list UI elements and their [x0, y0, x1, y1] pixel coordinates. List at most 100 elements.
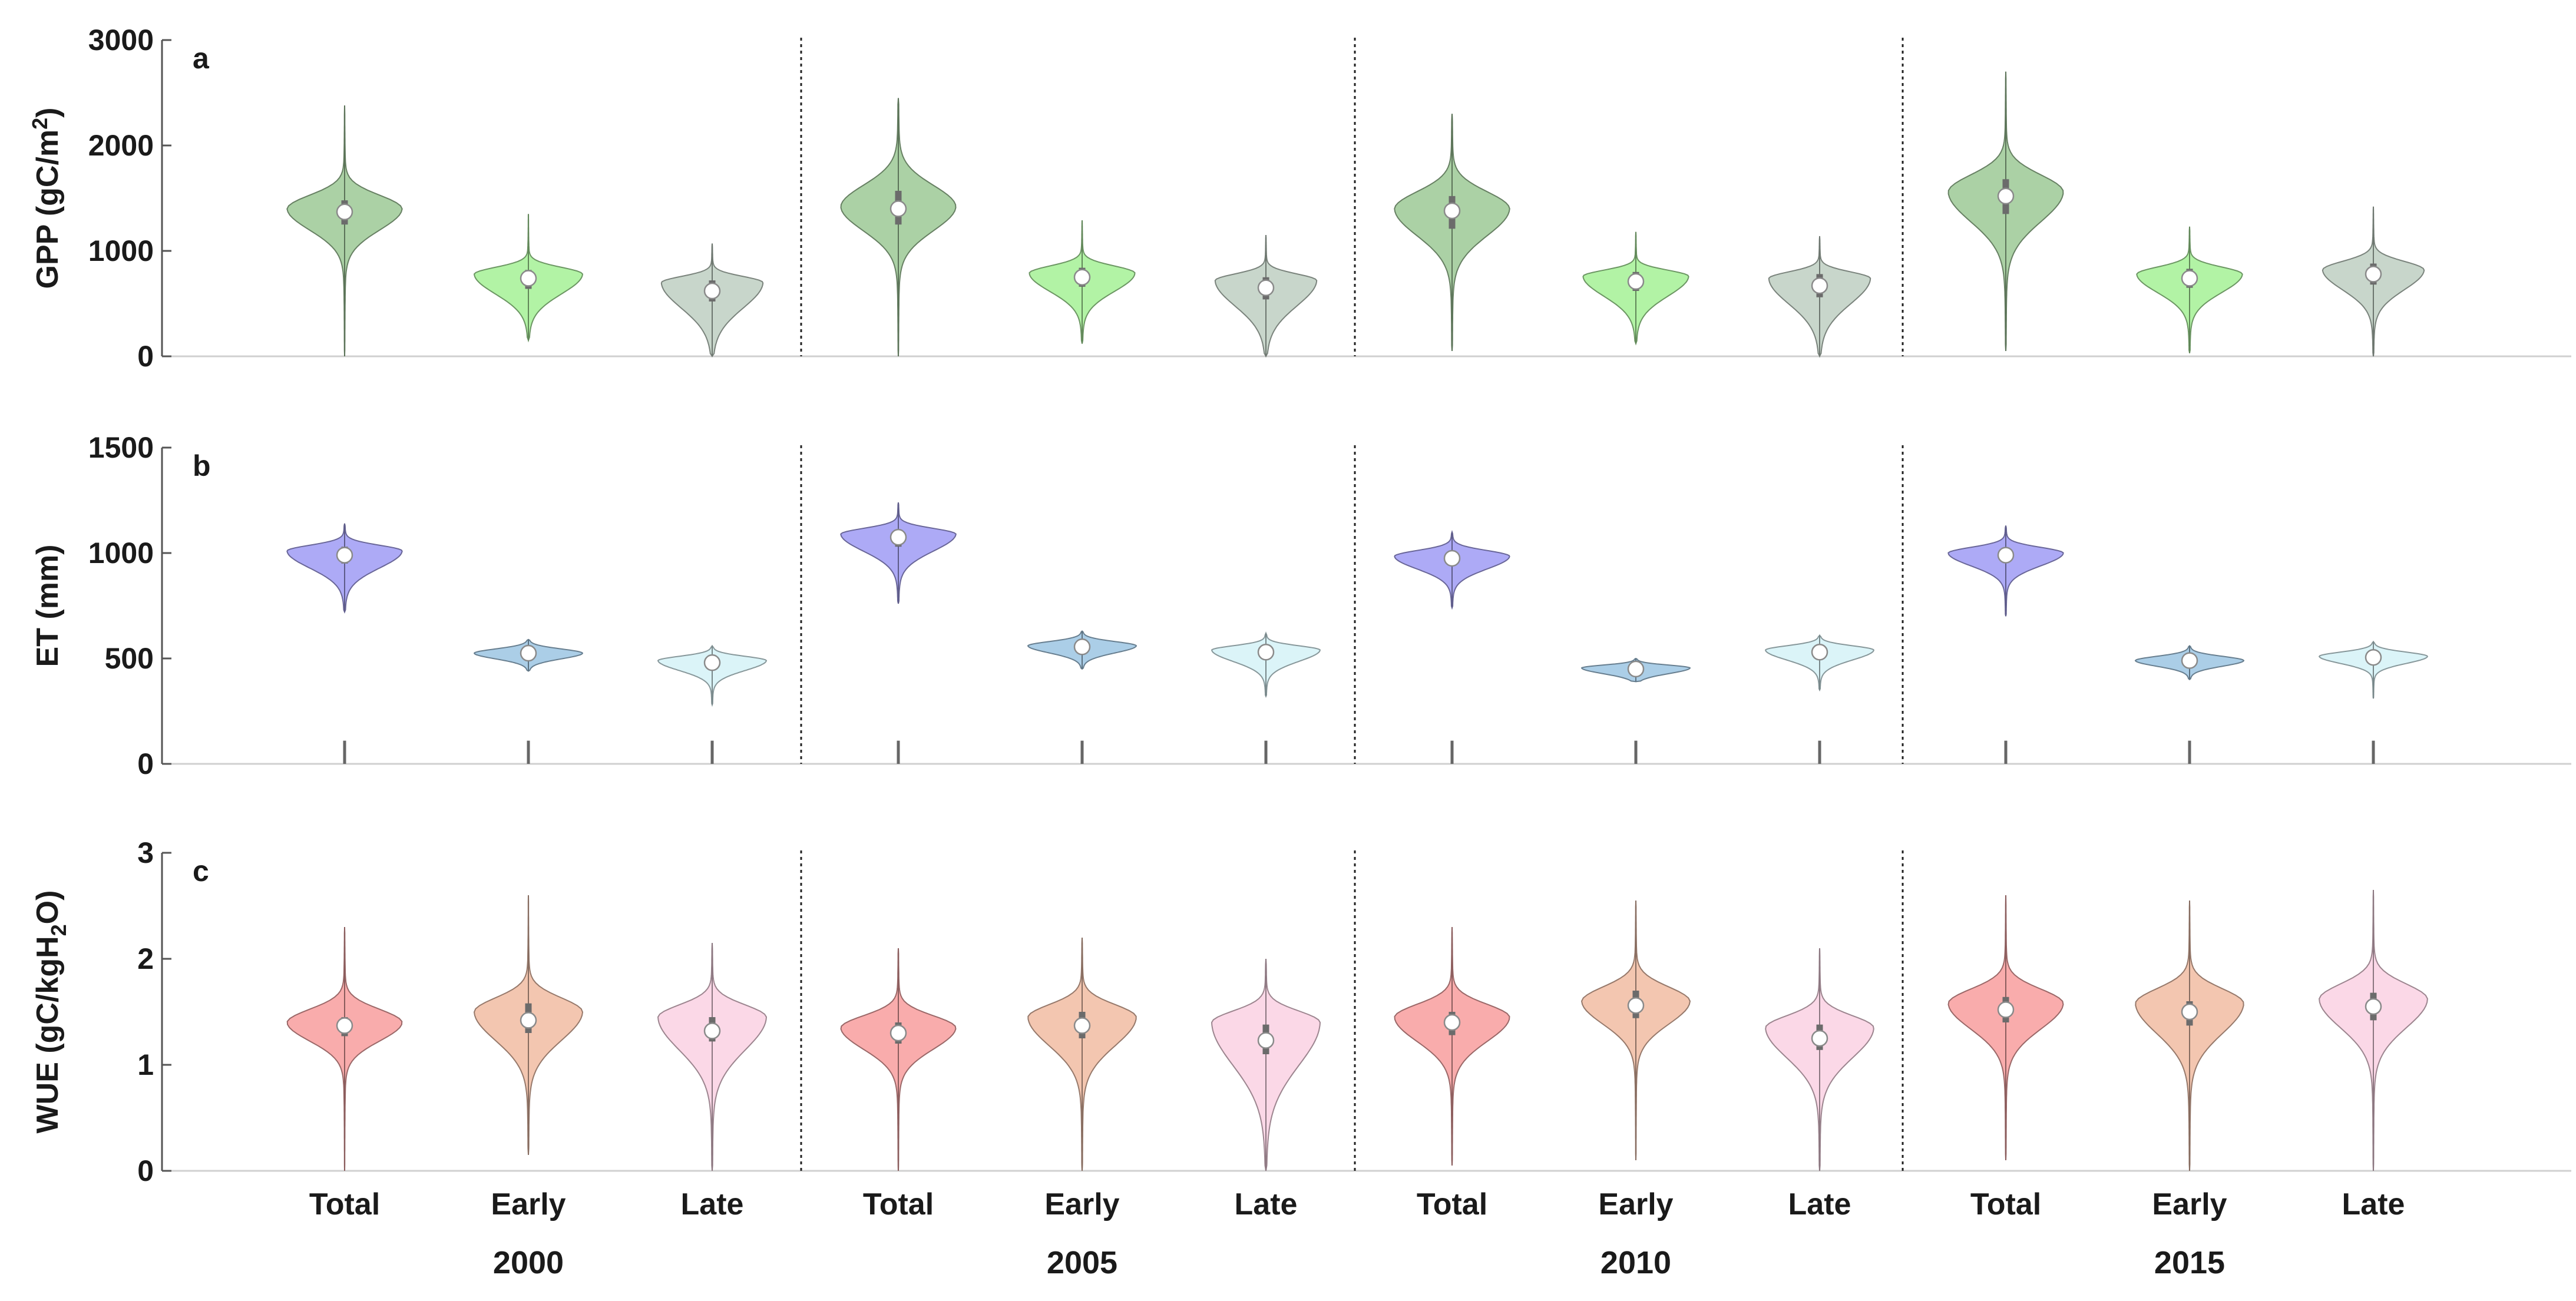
- violin-median-dot: [1811, 1029, 1828, 1047]
- y-tick-label: 0: [137, 340, 154, 373]
- violin-2015-late: [2318, 640, 2429, 764]
- violin-2010-early: [1580, 657, 1691, 764]
- violin-median-dot: [520, 270, 537, 287]
- violin-2000-late: [657, 942, 768, 1171]
- violin-2015-early: [2134, 645, 2245, 764]
- violin-median-dot: [2181, 652, 2198, 669]
- violin-2000-total: [286, 105, 403, 357]
- violin-2015-late: [2322, 206, 2425, 357]
- violin-median-dot: [2181, 1003, 2198, 1021]
- violin-median-dot: [1627, 273, 1645, 290]
- violin-median-dot: [1443, 202, 1461, 220]
- violin-median-dot: [1997, 547, 2015, 564]
- violin-median-dot: [889, 1024, 907, 1042]
- category-label-late: Late: [2342, 1187, 2405, 1221]
- y-tick-label: 2000: [88, 129, 154, 162]
- violin-2010-late: [1765, 948, 1874, 1171]
- category-label-late: Late: [1235, 1187, 1298, 1221]
- violin-median-dot: [1627, 997, 1645, 1014]
- violin-median-dot: [336, 203, 353, 221]
- y-axis-title: ET (mm): [31, 545, 65, 667]
- y-tick-label: 0: [137, 747, 154, 780]
- panel-letter: c: [193, 855, 209, 888]
- violin-median-dot: [520, 644, 537, 662]
- category-label-total: Total: [309, 1187, 380, 1221]
- violin-2000-early: [473, 214, 584, 343]
- category-label-early: Early: [491, 1187, 566, 1221]
- panel-a: 0 1000 2000 3000 a GPP (gC/m2): [28, 24, 2571, 373]
- violin-2015-total: [1947, 525, 2064, 764]
- y-tick-label: 2: [137, 942, 154, 975]
- year-label-2000: 2000: [493, 1245, 564, 1280]
- violin-median-dot: [1443, 1014, 1461, 1031]
- violin-2005-total: [840, 98, 957, 357]
- violin-median-dot: [1257, 644, 1275, 661]
- violin-median-dot: [703, 1022, 721, 1040]
- violin-median-dot: [336, 547, 353, 564]
- violin-median-dot: [1257, 1032, 1275, 1049]
- violin-2000-late: [660, 243, 764, 357]
- category-label-late: Late: [681, 1187, 744, 1221]
- year-label-2010: 2010: [1601, 1245, 1671, 1280]
- y-tick-label: 3: [137, 836, 154, 869]
- year-label-2015: 2015: [2154, 1245, 2225, 1280]
- violin-median-dot: [520, 1012, 537, 1029]
- violin-median-dot: [703, 654, 721, 671]
- violin-2005-early: [1027, 937, 1137, 1171]
- violin-2005-late: [1211, 631, 1321, 764]
- y-tick-label: 0: [137, 1154, 154, 1187]
- violin-median-dot: [1627, 660, 1645, 678]
- violin-median-dot: [1073, 638, 1091, 656]
- violin-median-dot: [889, 528, 907, 546]
- violin-median-dot: [1997, 187, 2015, 205]
- violin-2005-total: [840, 502, 957, 764]
- violin-2010-total: [1394, 114, 1510, 352]
- violin-median-dot: [2365, 998, 2382, 1015]
- violin-2010-early: [1580, 900, 1691, 1161]
- violin-median-dot: [1073, 269, 1091, 286]
- category-label-early: Early: [2152, 1187, 2227, 1221]
- y-tick-label: 3000: [88, 24, 154, 57]
- violin-median-dot: [1443, 549, 1461, 567]
- category-label-early: Early: [1598, 1187, 1673, 1221]
- violin-median-dot: [1997, 1001, 2015, 1018]
- violin-2000-total: [286, 926, 403, 1171]
- violin-2005-total: [840, 948, 957, 1171]
- violin-2015-total: [1947, 895, 2064, 1161]
- category-label-early: Early: [1044, 1187, 1119, 1221]
- violin-median-dot: [336, 1017, 353, 1034]
- y-tick-label: 1000: [88, 537, 154, 570]
- y-tick-label: 1: [137, 1048, 154, 1081]
- violin-2005-early: [1027, 630, 1137, 764]
- violin-median-dot: [2181, 270, 2198, 287]
- category-label-total: Total: [863, 1187, 934, 1221]
- violin-median-dot: [1257, 279, 1275, 296]
- violin-2000-early: [473, 638, 584, 764]
- y-tick-label: 1000: [88, 234, 154, 267]
- violin-median-dot: [1811, 277, 1828, 294]
- violin-2000-late: [657, 644, 768, 764]
- violin-2000-early: [473, 895, 584, 1156]
- violin-median-dot: [2365, 266, 2382, 283]
- violin-2010-total: [1394, 926, 1510, 1166]
- violin-2015-early: [2135, 900, 2244, 1171]
- violin-median-dot: [1811, 644, 1828, 661]
- violin-2005-late: [1214, 235, 1318, 358]
- panel-letter: a: [193, 42, 210, 75]
- y-axis-title: WUE (gC/kgH2O): [31, 890, 71, 1134]
- category-label-total: Total: [1417, 1187, 1487, 1221]
- violin-2005-early: [1029, 220, 1136, 344]
- violin-2015-early: [2136, 226, 2243, 353]
- category-label-total: Total: [1970, 1187, 2041, 1221]
- category-label-late: Late: [1788, 1187, 1851, 1221]
- y-tick-label: 500: [105, 642, 154, 675]
- violin-median-dot: [703, 282, 721, 300]
- violin-2010-late: [1765, 634, 1874, 764]
- panel-b: 0 500 1000 1500 b ET (mm): [31, 431, 2571, 780]
- violin-2000-total: [286, 523, 403, 764]
- panel-c: 0 1 2 3 c WUE (gC/kgH2O): [31, 836, 2571, 1187]
- violin-2010-early: [1582, 231, 1689, 346]
- violin-median-dot: [2365, 648, 2382, 666]
- panel-letter: b: [193, 449, 211, 482]
